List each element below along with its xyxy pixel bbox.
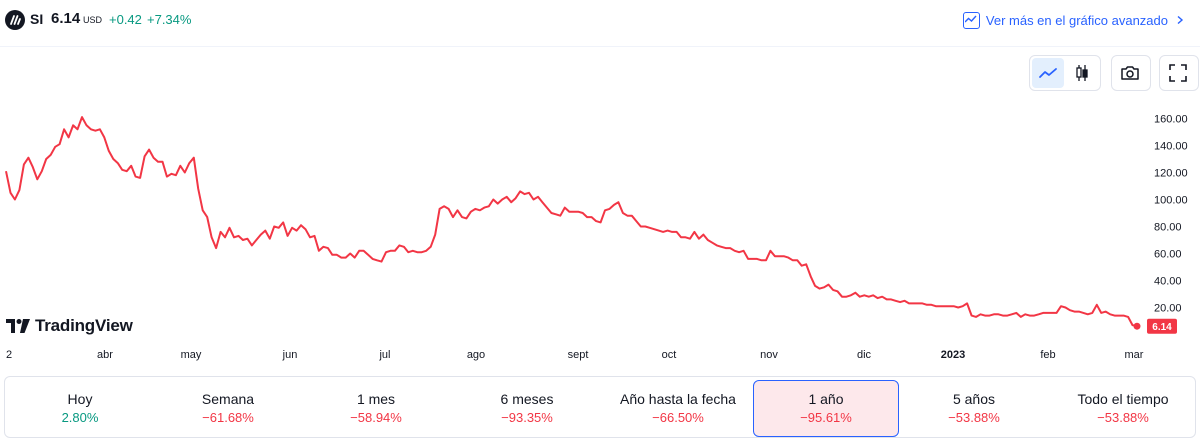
- screenshot-button[interactable]: [1114, 58, 1146, 88]
- x-tick-label: nov: [760, 349, 778, 361]
- symbol-price: 6.14: [51, 10, 81, 27]
- y-tick-label: 100.00: [1154, 195, 1188, 207]
- period-todo-el-tiempo[interactable]: Todo el tiempo −53.88%: [1049, 381, 1197, 435]
- period-1-mes[interactable]: 1 mes −58.94%: [301, 381, 451, 435]
- price-line-chart[interactable]: 160.00 140.00 120.00 100.00 80.00 60.00 40.00 2…: [0, 95, 1200, 365]
- last-price-label: 6.14: [1152, 322, 1172, 333]
- symbol-change-percent: +7.34%: [147, 12, 192, 27]
- period-change-value: −58.94%: [350, 410, 402, 425]
- line-style-button[interactable]: [1032, 58, 1064, 88]
- fullscreen-button[interactable]: [1162, 58, 1194, 88]
- period-semana[interactable]: Semana −61.68%: [155, 381, 301, 435]
- symbol-header: SI 6.14 USD +0.42 +7.34% Ver más en el g…: [0, 0, 1200, 40]
- period-hoy[interactable]: Hoy 2.80%: [5, 381, 155, 435]
- period-selector: Hoy 2.80% Semana −61.68% 1 mes −58.94% 6 meses…: [4, 376, 1196, 438]
- x-tick-label: 2: [6, 349, 12, 361]
- fullscreen-group: [1159, 55, 1199, 91]
- x-tick-label: mar: [1125, 349, 1144, 361]
- chart-icon: [962, 11, 980, 29]
- y-tick-label: 40.00: [1154, 276, 1182, 288]
- period-label: 1 año: [808, 391, 844, 407]
- x-tick-label: may: [181, 349, 202, 361]
- period-label: Hoy: [67, 391, 93, 407]
- symbol-change: +0.42: [109, 12, 142, 27]
- x-tick-label: 2023: [941, 349, 965, 361]
- candlestick-icon: [1076, 65, 1088, 81]
- x-tick-label: dic: [857, 349, 872, 361]
- period-label: 6 meses: [500, 391, 554, 407]
- tradingview-logo[interactable]: TradingView: [6, 316, 133, 336]
- camera-icon: [1121, 66, 1139, 80]
- last-price-badge: [1147, 318, 1177, 334]
- fullscreen-icon: [1169, 64, 1187, 82]
- period-label: 5 años: [952, 391, 996, 407]
- y-tick-label: 20.00: [1154, 303, 1182, 315]
- period-change-value: 2.80%: [61, 410, 99, 425]
- tradingview-logo-icon: [6, 319, 30, 333]
- symbol-logo-icon: [5, 10, 25, 30]
- period-6-meses[interactable]: 6 meses −93.35%: [451, 381, 603, 435]
- x-tick-label: abr: [97, 349, 113, 361]
- period-change-value: −53.88%: [948, 410, 1000, 425]
- y-tick-label: 60.00: [1154, 249, 1182, 261]
- period-año-hasta-la-fecha[interactable]: Año hasta la fecha −66.50%: [603, 381, 753, 435]
- x-tick-label: jun: [282, 349, 298, 361]
- screenshot-group: [1111, 55, 1151, 91]
- x-tick-label: sept: [568, 349, 589, 361]
- period-label: 1 mes: [356, 391, 396, 407]
- tradingview-logo-text: TradingView: [35, 316, 133, 335]
- chevron-right-icon: [1177, 16, 1184, 24]
- period-label: Todo el tiempo: [1077, 391, 1169, 407]
- y-tick-label: 140.00: [1154, 141, 1188, 153]
- period-label: Año hasta la fecha: [620, 391, 736, 407]
- last-price-dot: [1133, 322, 1141, 330]
- advanced-chart-link-label: Ver más en el gráfico avanzado: [985, 12, 1168, 28]
- x-tick-label: oct: [662, 349, 677, 361]
- x-tick-label: jul: [378, 349, 390, 361]
- period-label: Semana: [201, 391, 255, 407]
- y-tick-label: 120.00: [1154, 168, 1188, 180]
- chart-style-group: [1029, 55, 1101, 91]
- x-tick-label: feb: [1040, 349, 1055, 361]
- period-change-value: −93.35%: [501, 410, 553, 425]
- symbol-ticker: SI: [30, 11, 44, 27]
- line-chart-icon: [1039, 68, 1057, 78]
- candles-style-button[interactable]: [1066, 58, 1098, 88]
- y-tick-label: 160.00: [1154, 114, 1188, 126]
- x-tick-label: ago: [467, 349, 485, 361]
- period-change-value: −53.88%: [1097, 410, 1149, 425]
- period-1-año[interactable]: 1 año −95.61%: [753, 380, 899, 437]
- header-divider: [0, 46, 1200, 47]
- y-tick-label: 80.00: [1154, 222, 1182, 234]
- period-change-value: −95.61%: [800, 410, 852, 425]
- period-change-value: −66.50%: [652, 410, 704, 425]
- period-change-value: −61.68%: [202, 410, 254, 425]
- price-series-line: [5, 116, 1138, 328]
- advanced-chart-link[interactable]: Ver más en el gráfico avanzado: [962, 10, 1184, 30]
- symbol-currency: USD: [83, 15, 103, 25]
- period-5-años[interactable]: 5 años −53.88%: [899, 381, 1049, 435]
